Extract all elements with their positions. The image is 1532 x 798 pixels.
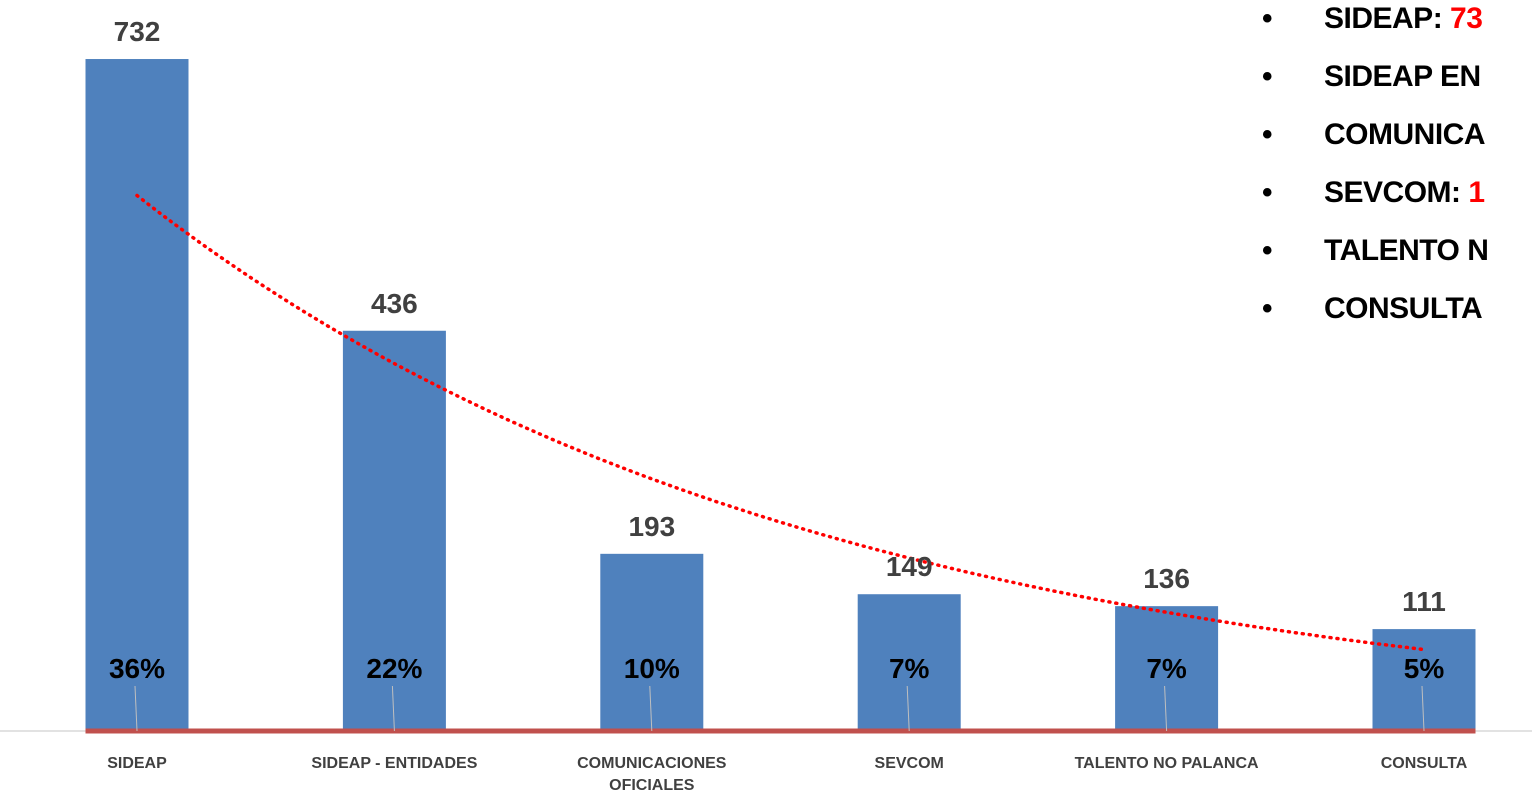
- legend-item-value: 1: [1468, 176, 1485, 209]
- bullet-icon: •: [1262, 2, 1273, 35]
- leader-line: [391, 685, 395, 732]
- percent-label: 5%: [1404, 653, 1445, 684]
- trendline: [135, 193, 1426, 652]
- legend-item: • COMUNICA: [1262, 118, 1486, 152]
- bullet-icon: •: [1262, 176, 1273, 209]
- category-label: COMUNICACIONES OFICIALES: [577, 755, 727, 794]
- value-label: 193: [628, 511, 675, 542]
- legend-list: • SIDEAP: 73 • SIDEAP EN • COMUNICA • SEVCOM…: [1262, 0, 1532, 360]
- labels-group: 732 36% SIDEAP 436 22% SIDEAP - ENTIDADES 193 1…: [107, 16, 1467, 794]
- leader-line: [134, 685, 138, 732]
- legend-item-separator: :: [1432, 2, 1451, 35]
- bar: [342, 330, 446, 731]
- value-label: 136: [1143, 563, 1190, 594]
- leader-line: [649, 685, 653, 732]
- bullet-icon: •: [1262, 234, 1273, 267]
- bullet-icon: •: [1262, 292, 1273, 325]
- bar: [600, 553, 704, 731]
- category-label: CONSULTA: [1381, 755, 1468, 772]
- category-label: SIDEAP: [107, 755, 167, 772]
- leader-line: [906, 685, 910, 732]
- value-label: 111: [1402, 586, 1446, 617]
- legend-item-name: SIDEAP: [1324, 2, 1433, 35]
- bar: [1372, 629, 1476, 731]
- value-label: 436: [371, 288, 418, 319]
- bullet-icon: •: [1262, 60, 1273, 93]
- bars-group: [85, 59, 1476, 732]
- category-label: TALENTO NO PALANCA: [1075, 755, 1259, 772]
- legend-item: • SEVCOM: 1: [1262, 176, 1485, 210]
- bar: [1115, 606, 1219, 731]
- trendline-group: [135, 193, 1426, 652]
- value-label: 732: [114, 16, 161, 47]
- bullet-icon: •: [1262, 118, 1273, 151]
- leader-line: [1421, 685, 1425, 732]
- category-label: SIDEAP - ENTIDADES: [311, 755, 477, 772]
- leader-line: [1164, 685, 1168, 732]
- bar: [857, 594, 961, 731]
- legend-item: • SIDEAP: 73: [1262, 2, 1483, 36]
- percent-label: 36%: [109, 653, 165, 684]
- bar: [85, 59, 189, 732]
- value-label: 149: [886, 551, 933, 582]
- percent-label: 7%: [1146, 653, 1187, 684]
- percent-label: 7%: [889, 653, 930, 684]
- percent-label: 10%: [624, 653, 680, 684]
- legend-item-name: COMUNICA: [1324, 118, 1486, 151]
- legend-item: • TALENTO N: [1262, 234, 1489, 268]
- legend-item-value: 73: [1450, 2, 1483, 35]
- category-label: SEVCOM: [875, 755, 944, 772]
- legend-item-name: TALENTO N: [1324, 234, 1489, 267]
- legend-item-name: CONSULTA: [1324, 292, 1483, 325]
- legend-item: • CONSULTA: [1262, 292, 1483, 326]
- legend-item: • SIDEAP EN: [1262, 60, 1481, 94]
- legend-item-name: SIDEAP EN: [1324, 60, 1481, 93]
- legend-item-name: SEVCOM: [1324, 176, 1452, 209]
- percent-label: 22%: [366, 653, 422, 684]
- legend-item-separator: :: [1451, 176, 1469, 209]
